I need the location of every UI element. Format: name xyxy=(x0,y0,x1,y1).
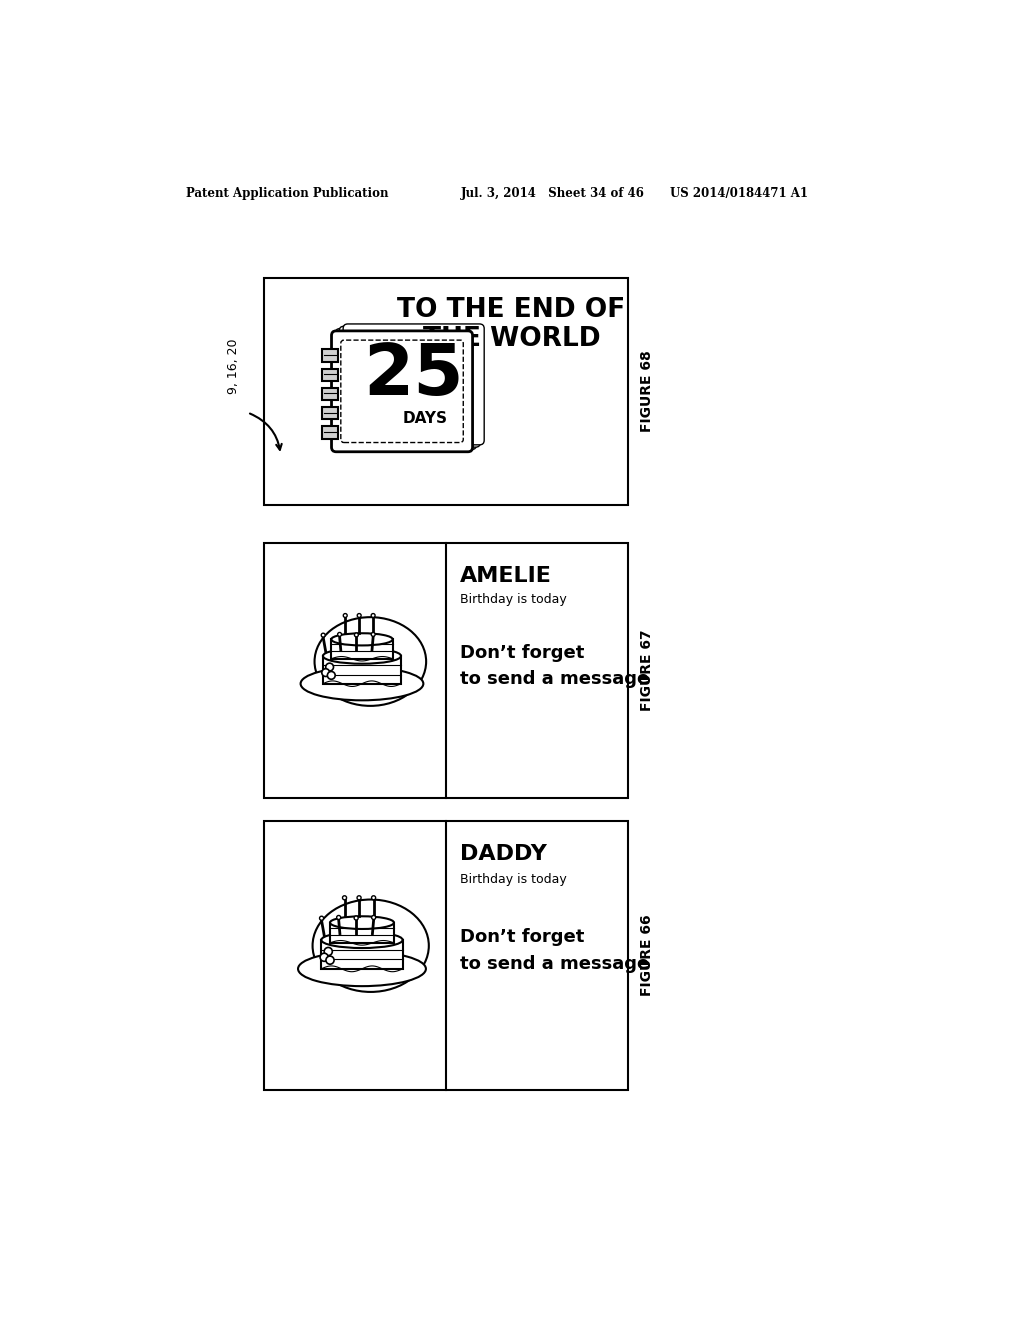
Circle shape xyxy=(357,896,361,900)
Ellipse shape xyxy=(332,634,392,645)
Bar xyxy=(323,350,338,362)
Circle shape xyxy=(321,953,329,961)
Text: THE WORLD: THE WORLD xyxy=(423,326,600,352)
Bar xyxy=(323,426,338,438)
Circle shape xyxy=(325,948,333,956)
Bar xyxy=(323,368,338,381)
Text: Jul. 3, 2014   Sheet 34 of 46: Jul. 3, 2014 Sheet 34 of 46 xyxy=(461,187,645,199)
Text: TO THE END OF: TO THE END OF xyxy=(397,297,626,323)
Bar xyxy=(263,277,628,506)
Bar xyxy=(323,388,338,400)
Ellipse shape xyxy=(298,952,426,986)
Bar xyxy=(263,821,628,1090)
Text: to send a message: to send a message xyxy=(460,956,649,973)
Circle shape xyxy=(372,896,376,900)
Circle shape xyxy=(343,614,347,618)
FancyBboxPatch shape xyxy=(336,329,476,449)
Circle shape xyxy=(372,632,375,636)
FancyBboxPatch shape xyxy=(343,323,484,445)
Circle shape xyxy=(354,916,358,920)
Text: FIGURE 66: FIGURE 66 xyxy=(640,915,654,997)
Polygon shape xyxy=(330,923,394,942)
Text: DADDY: DADDY xyxy=(460,843,547,863)
Circle shape xyxy=(372,916,376,920)
Circle shape xyxy=(322,634,326,638)
Text: Birthday is today: Birthday is today xyxy=(460,873,566,886)
Circle shape xyxy=(371,614,375,618)
Ellipse shape xyxy=(322,932,402,948)
Ellipse shape xyxy=(314,618,426,706)
Circle shape xyxy=(342,896,346,900)
Polygon shape xyxy=(322,940,402,969)
Circle shape xyxy=(328,672,335,680)
Circle shape xyxy=(322,669,330,676)
FancyBboxPatch shape xyxy=(339,326,480,447)
Text: DAYS: DAYS xyxy=(402,411,447,426)
Ellipse shape xyxy=(323,648,401,664)
FancyBboxPatch shape xyxy=(341,341,463,442)
Text: Don’t forget: Don’t forget xyxy=(460,644,584,661)
Text: FIGURE 67: FIGURE 67 xyxy=(640,630,654,711)
Circle shape xyxy=(354,634,358,636)
Ellipse shape xyxy=(330,916,394,929)
Polygon shape xyxy=(323,656,401,684)
Text: US 2014/0184471 A1: US 2014/0184471 A1 xyxy=(671,187,809,199)
Bar xyxy=(323,407,338,420)
Text: 25: 25 xyxy=(364,342,464,411)
Circle shape xyxy=(319,916,324,920)
Polygon shape xyxy=(332,639,392,659)
Text: AMELIE: AMELIE xyxy=(460,566,552,586)
Ellipse shape xyxy=(301,667,423,701)
Text: Patent Application Publication: Patent Application Publication xyxy=(186,187,389,199)
Text: Birthday is today: Birthday is today xyxy=(460,594,566,606)
Circle shape xyxy=(326,663,334,671)
Text: Don’t forget: Don’t forget xyxy=(460,928,584,946)
Circle shape xyxy=(338,632,342,636)
Ellipse shape xyxy=(312,899,429,991)
FancyBboxPatch shape xyxy=(332,331,472,451)
Circle shape xyxy=(357,614,361,618)
Text: 9, 16, 20: 9, 16, 20 xyxy=(227,338,241,395)
Bar xyxy=(263,544,628,797)
Text: FIGURE 68: FIGURE 68 xyxy=(640,350,654,432)
Text: to send a message: to send a message xyxy=(460,671,649,689)
Circle shape xyxy=(326,956,334,964)
Circle shape xyxy=(337,916,341,920)
